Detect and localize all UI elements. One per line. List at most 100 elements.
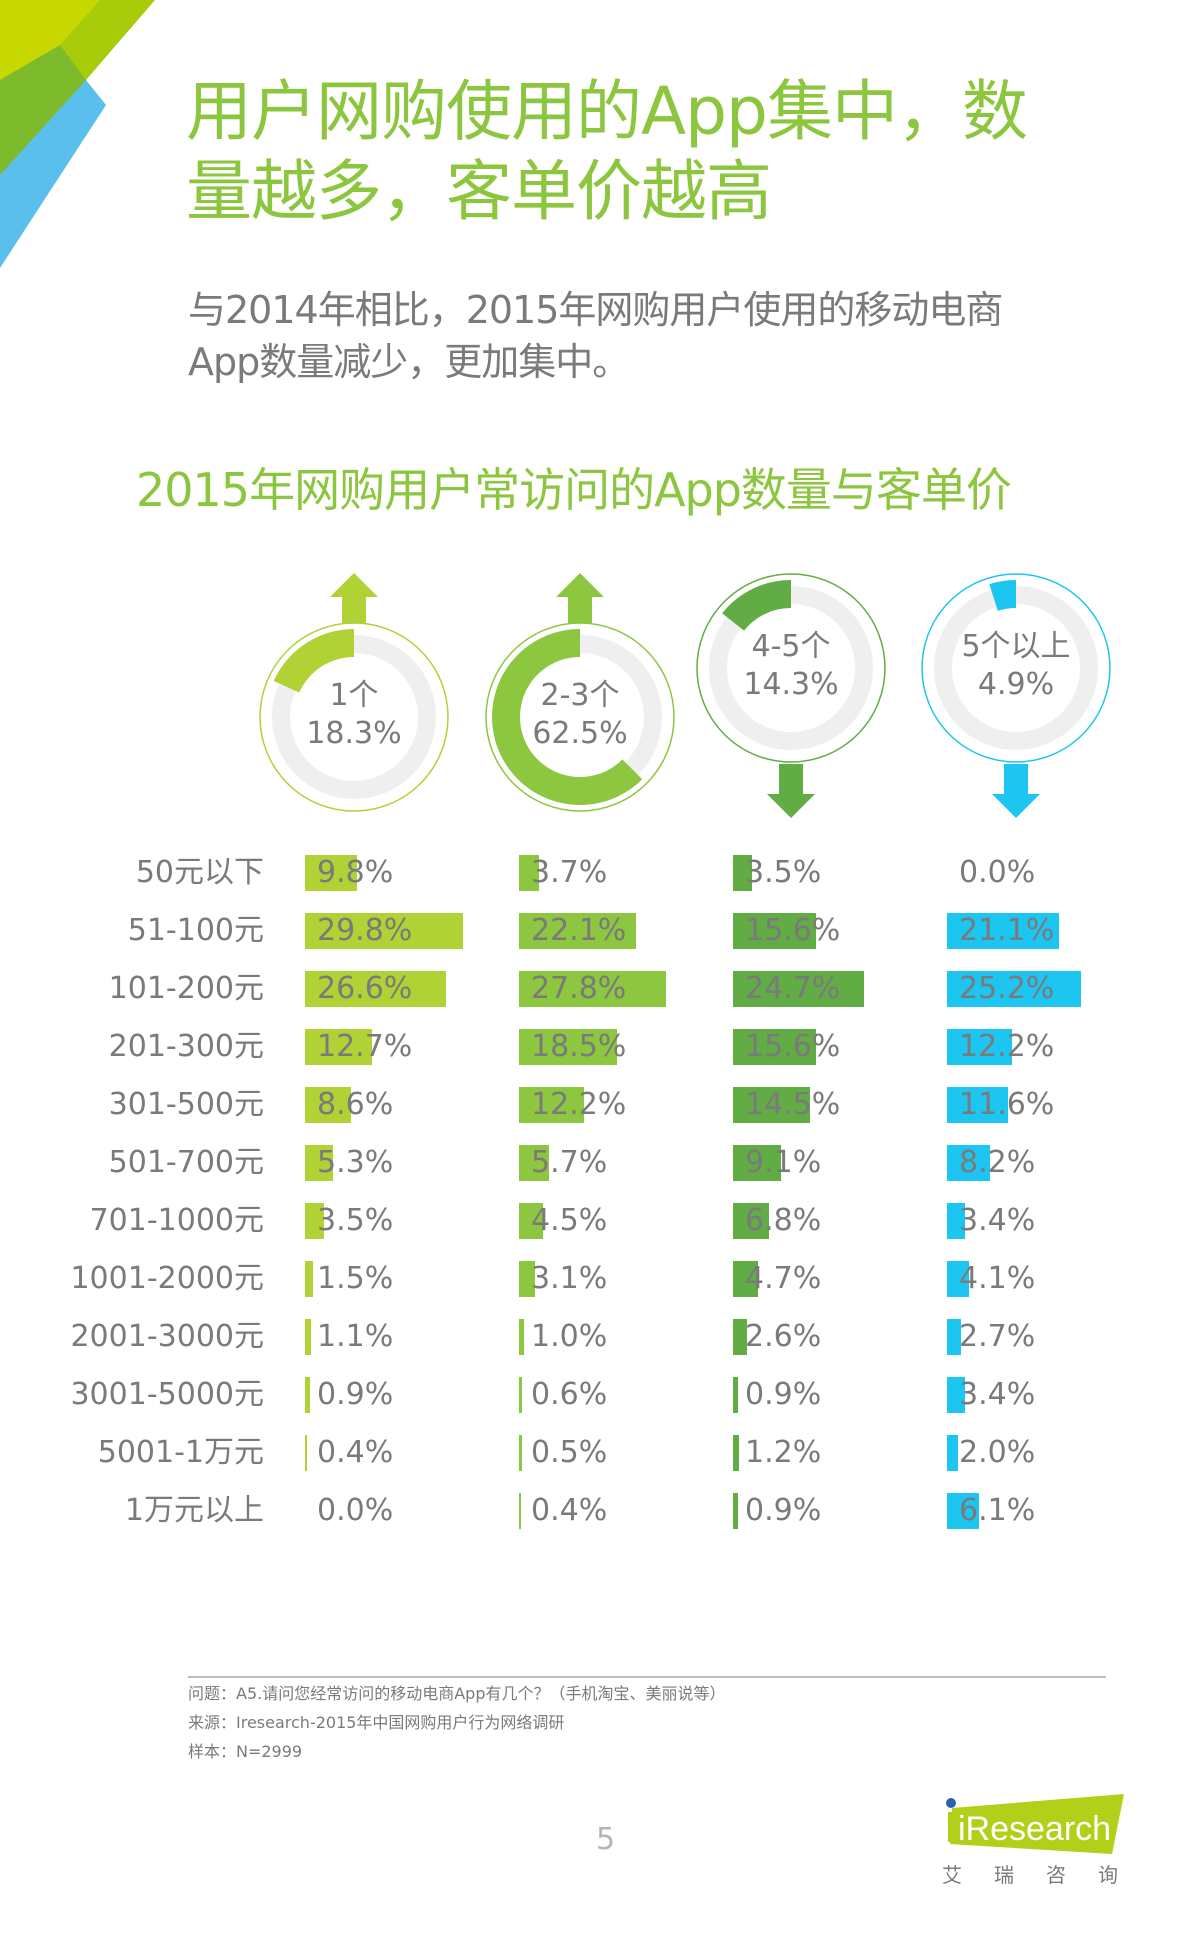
- bar-value-label: 0.0%: [317, 1493, 394, 1528]
- bar: [519, 855, 539, 891]
- bar-value-label: 4.7%: [745, 1261, 822, 1296]
- bar-value-label: 25.2%: [959, 971, 1055, 1006]
- bar-value-label: 3.5%: [317, 1203, 394, 1238]
- footer-source: 来源：Iresearch-2015年中国网购用户行为网络调研: [188, 1713, 565, 1732]
- bar-value-label: 8.6%: [317, 1087, 394, 1122]
- row-category-label: 2001-3000元: [70, 1319, 264, 1354]
- bar: [519, 1029, 618, 1065]
- row-category-label: 3001-5000元: [70, 1377, 264, 1412]
- bar-value-label: 2.0%: [959, 1435, 1036, 1470]
- bar: [947, 1087, 1009, 1123]
- bar-value-label: 0.4%: [531, 1493, 608, 1528]
- bar: [519, 1377, 523, 1413]
- bar-value-label: 3.5%: [745, 855, 822, 890]
- bar: [733, 913, 816, 949]
- bar: [519, 1261, 536, 1297]
- donut-4: [921, 573, 1111, 818]
- bar: [733, 1493, 738, 1529]
- logo-dot: [946, 1798, 956, 1808]
- bar: [305, 1319, 311, 1355]
- bar: [519, 971, 667, 1007]
- bar-value-label: 4.1%: [959, 1261, 1036, 1296]
- bar: [305, 1145, 334, 1181]
- bar-value-label: 6.1%: [959, 1493, 1036, 1528]
- bar: [519, 1435, 522, 1471]
- donut-group: [259, 573, 1111, 818]
- page-number: 5: [596, 1822, 616, 1857]
- arrow-up-icon: [330, 573, 378, 623]
- donut-value-label: 18.3%: [306, 716, 402, 751]
- corner-decoration: [0, 0, 155, 268]
- page-title-line1: 用户网购使用的App集中，数: [186, 73, 1028, 150]
- bar-value-label: 12.2%: [531, 1087, 627, 1122]
- bar: [947, 1261, 969, 1297]
- bar-value-label: 0.0%: [959, 855, 1036, 890]
- bar: [519, 1087, 584, 1123]
- bar-value-label: 22.1%: [531, 913, 627, 948]
- logo-cn-char: 瑞: [994, 1863, 1014, 1887]
- bar-value-label: 8.2%: [959, 1145, 1036, 1180]
- bar-value-label: 3.7%: [531, 855, 608, 890]
- logo-cn-char: 咨: [1046, 1863, 1066, 1887]
- bar: [305, 855, 357, 891]
- bar: [305, 913, 463, 949]
- donut-3: [696, 573, 886, 818]
- bar-value-label: 0.9%: [745, 1377, 822, 1412]
- iresearch-logo: iResearch: [946, 1794, 1124, 1854]
- row-category-label: 50元以下: [135, 855, 264, 890]
- bar-value-label: 18.5%: [531, 1029, 627, 1064]
- bar-value-label: 3.4%: [959, 1203, 1036, 1238]
- bar-value-label: 11.6%: [959, 1087, 1055, 1122]
- bar: [519, 1493, 522, 1529]
- donut-category-label: 5个以上: [961, 629, 1071, 664]
- bar-value-label: 5.7%: [531, 1145, 608, 1180]
- bar-value-label: 0.9%: [745, 1493, 822, 1528]
- bar-value-label: 0.9%: [317, 1377, 394, 1412]
- bar: [947, 1029, 1012, 1065]
- bar-value-label: 12.7%: [317, 1029, 413, 1064]
- bar: [947, 913, 1059, 949]
- bar-value-label: 0.6%: [531, 1377, 608, 1412]
- arrow-up-icon: [556, 573, 604, 623]
- bar: [305, 971, 446, 1007]
- subtitle-line2: App数量减少，更加集中。: [188, 340, 630, 384]
- bar-value-label: 9.1%: [745, 1145, 822, 1180]
- bar-value-label: 0.5%: [531, 1435, 608, 1470]
- row-category-label: 201-300元: [108, 1029, 264, 1064]
- donut-arc: [491, 629, 643, 805]
- donut-category-label: 4-5个: [751, 629, 831, 664]
- bar-value-label: 1.5%: [317, 1261, 394, 1296]
- bar-value-label: 1.1%: [317, 1319, 394, 1354]
- bar-value-label: 3.4%: [959, 1377, 1036, 1412]
- bar-value-label: 24.7%: [745, 971, 841, 1006]
- bar: [947, 1377, 966, 1413]
- subtitle-line1: 与2014年相比，2015年网购用户使用的移动电商: [188, 288, 1003, 332]
- row-category-label: 1001-2000元: [70, 1261, 264, 1296]
- bar: [305, 1203, 324, 1239]
- bar-value-label: 12.2%: [959, 1029, 1055, 1064]
- bar-value-label: 29.8%: [317, 913, 413, 948]
- donut-value-label: 4.9%: [977, 667, 1055, 702]
- row-category-label: 101-200元: [108, 971, 264, 1006]
- donut-arc: [722, 580, 791, 631]
- donut-outline: [921, 573, 1111, 763]
- row-category-label: 701-1000元: [89, 1203, 264, 1238]
- footer-sample: 样本：N=2999: [188, 1742, 303, 1761]
- bar: [733, 1145, 782, 1181]
- bar-value-label: 0.4%: [317, 1435, 394, 1470]
- bar: [733, 1377, 738, 1413]
- bar-value-label: 26.6%: [317, 971, 413, 1006]
- logo-cn-char: 询: [1098, 1863, 1118, 1887]
- arrow-down-icon: [767, 764, 815, 818]
- bar: [733, 1029, 816, 1065]
- donut-outline: [696, 573, 886, 763]
- chart-title: 2015年网购用户常访问的App数量与客单价: [136, 463, 1012, 517]
- corner-shape-green: [0, 45, 86, 175]
- logo-cn-char: 艾: [942, 1863, 962, 1887]
- bar: [733, 1319, 747, 1355]
- bar: [947, 1435, 958, 1471]
- bar-value-label: 15.6%: [745, 1029, 841, 1064]
- donut-value-label: 62.5%: [532, 716, 628, 751]
- donut-1: [259, 573, 449, 812]
- bar: [733, 1261, 758, 1297]
